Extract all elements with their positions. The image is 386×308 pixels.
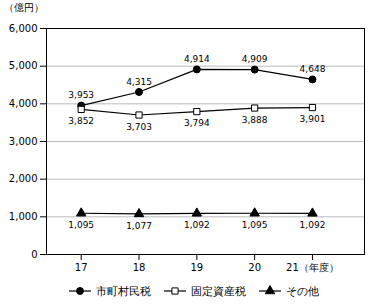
svg-text:3,888: 3,888 xyxy=(242,115,268,125)
svg-text:3,703: 3,703 xyxy=(126,122,152,132)
svg-text:20: 20 xyxy=(248,262,261,273)
svg-text:4,648: 4,648 xyxy=(300,64,326,74)
svg-text:1,092: 1,092 xyxy=(184,220,210,230)
svg-text:3,953: 3,953 xyxy=(68,90,94,100)
svg-text:3,000: 3,000 xyxy=(9,136,38,147)
html-text:その他: その他 xyxy=(285,284,319,298)
svg-text:1,095: 1,095 xyxy=(242,220,268,230)
svg-text:1,092: 1,092 xyxy=(300,220,326,230)
svg-text:1,000: 1,000 xyxy=(9,211,38,222)
svg-text:19: 19 xyxy=(190,262,203,273)
svg-text:17: 17 xyxy=(75,262,88,273)
svg-text:3,901: 3,901 xyxy=(300,114,326,124)
svg-text:1,077: 1,077 xyxy=(126,221,152,231)
svg-text:3,794: 3,794 xyxy=(184,118,210,128)
svg-text:1,095: 1,095 xyxy=(68,220,94,230)
svg-text:4,000: 4,000 xyxy=(9,98,38,109)
svg-text:4,315: 4,315 xyxy=(126,77,152,87)
svg-text:3,852: 3,852 xyxy=(68,116,94,126)
html-text:市町村民税: 市町村民税 xyxy=(95,284,151,298)
svg-text:18: 18 xyxy=(133,262,146,273)
html-text:固定資産税: 固定資産税 xyxy=(190,284,246,298)
svg-text:0: 0 xyxy=(31,249,37,260)
svg-text:2,000: 2,000 xyxy=(9,173,38,184)
svg-text:4,909: 4,909 xyxy=(242,54,268,64)
svg-text:（億円）: （億円） xyxy=(4,2,44,13)
svg-text:5,000: 5,000 xyxy=(9,60,38,71)
svg-text:6,000: 6,000 xyxy=(9,23,38,34)
svg-text:21（年度）: 21（年度） xyxy=(286,262,339,273)
svg-text:4,914: 4,914 xyxy=(184,54,210,64)
